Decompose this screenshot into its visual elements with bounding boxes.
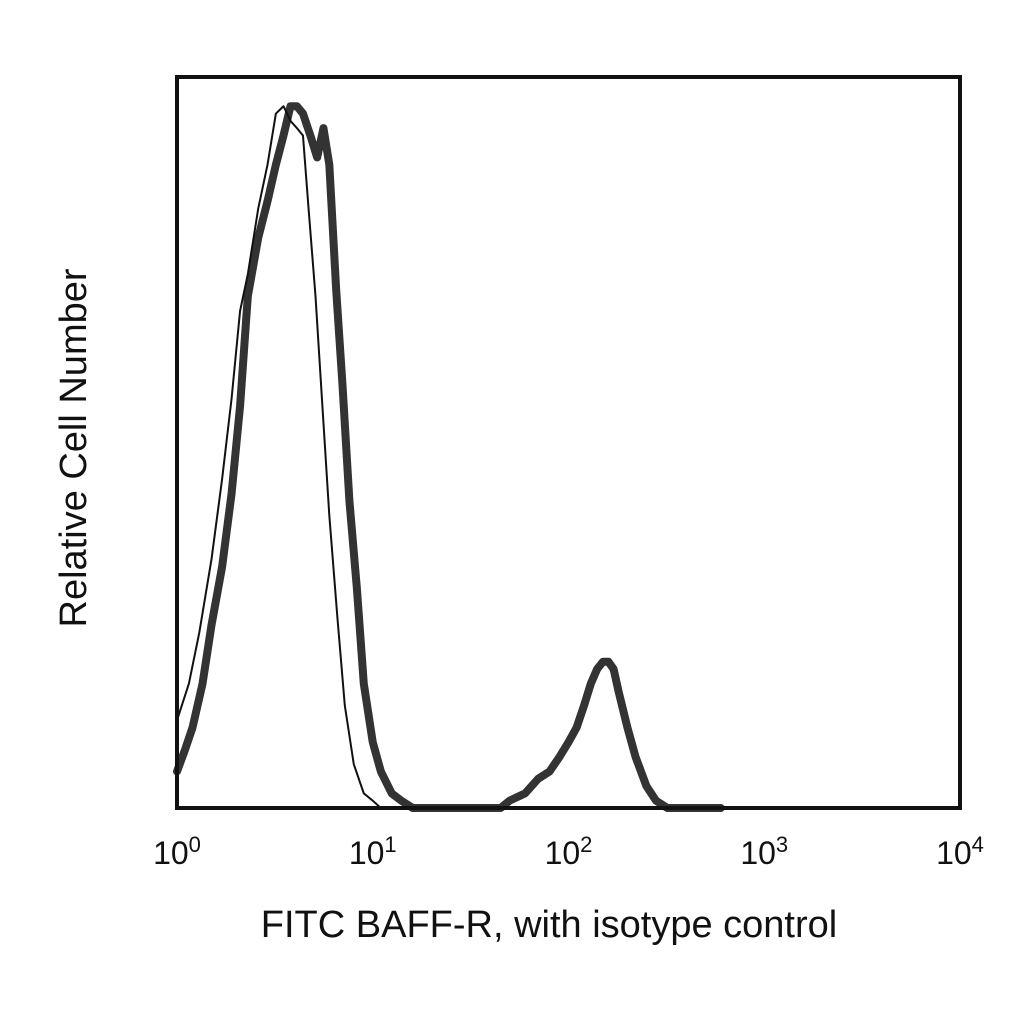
x-tick-labels: 100 101 102 103 104 — [153, 832, 984, 872]
y-axis-label: Relative Cell Number — [53, 268, 95, 627]
x-tick-label-1: 101 — [349, 832, 397, 872]
x-tick-label-4: 104 — [936, 832, 984, 872]
x-tick-label-3: 103 — [740, 832, 788, 872]
x-tick-label-0: 100 — [153, 832, 201, 872]
plot-frame — [175, 75, 962, 810]
x-axis-label: FITC BAFF-R, with isotype control — [261, 904, 837, 946]
series-layer — [173, 102, 725, 812]
series-line-2 — [176, 105, 424, 809]
x-tick-label-2: 102 — [545, 832, 593, 872]
